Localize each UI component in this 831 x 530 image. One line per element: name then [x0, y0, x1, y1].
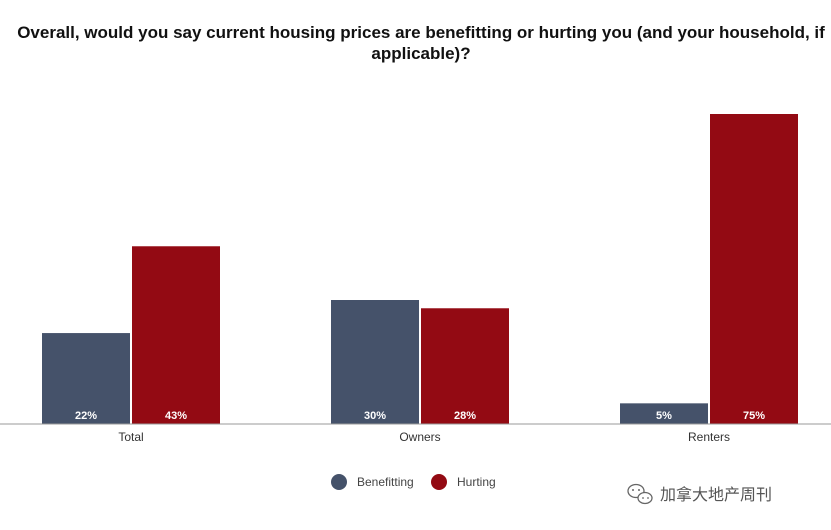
x-axis-tick-labels: Total Owners Renters [118, 430, 730, 444]
chart-title: Overall, would you say current housing p… [17, 23, 825, 63]
bar-owners-hurting[interactable] [421, 308, 509, 424]
x-tick-label-owners: Owners [399, 430, 440, 444]
wechat-icon [627, 483, 653, 505]
bar-total-benefitting[interactable] [42, 333, 130, 424]
watermark-text: 加拿大地产周刊 [660, 485, 772, 504]
chart-title-line-1: Overall, would you say current housing p… [17, 23, 825, 42]
legend-item-benefitting[interactable]: Benefitting [331, 474, 414, 490]
bar-renters-hurting[interactable] [710, 114, 798, 424]
data-label-renters-hurting: 75% [743, 410, 765, 422]
data-label-renters-benefitting: 5% [656, 410, 672, 422]
watermark: 加拿大地产周刊 [627, 483, 772, 505]
bar-owners-benefitting[interactable] [331, 300, 419, 424]
data-label-total-benefitting: 22% [75, 410, 97, 422]
x-tick-label-renters: Renters [688, 430, 730, 444]
bar-labels-group: 22% 43% 30% 28% 5% 75% [75, 410, 765, 422]
legend-swatch-benefitting [331, 474, 347, 490]
legend-label-benefitting: Benefitting [357, 475, 414, 489]
data-label-owners-benefitting: 30% [364, 410, 386, 422]
x-tick-label-total: Total [118, 430, 143, 444]
data-label-total-hurting: 43% [165, 410, 187, 422]
bar-total-hurting[interactable] [132, 246, 220, 424]
data-label-owners-hurting: 28% [454, 410, 476, 422]
legend-swatch-hurting [431, 474, 447, 490]
chart-title-line-2: applicable)? [371, 44, 470, 63]
bar-renters-benefitting[interactable] [620, 403, 708, 424]
legend-item-hurting[interactable]: Hurting [431, 474, 496, 490]
bars-group [42, 114, 798, 424]
legend-label-hurting: Hurting [457, 475, 496, 489]
legend: Benefitting Hurting [331, 474, 496, 490]
